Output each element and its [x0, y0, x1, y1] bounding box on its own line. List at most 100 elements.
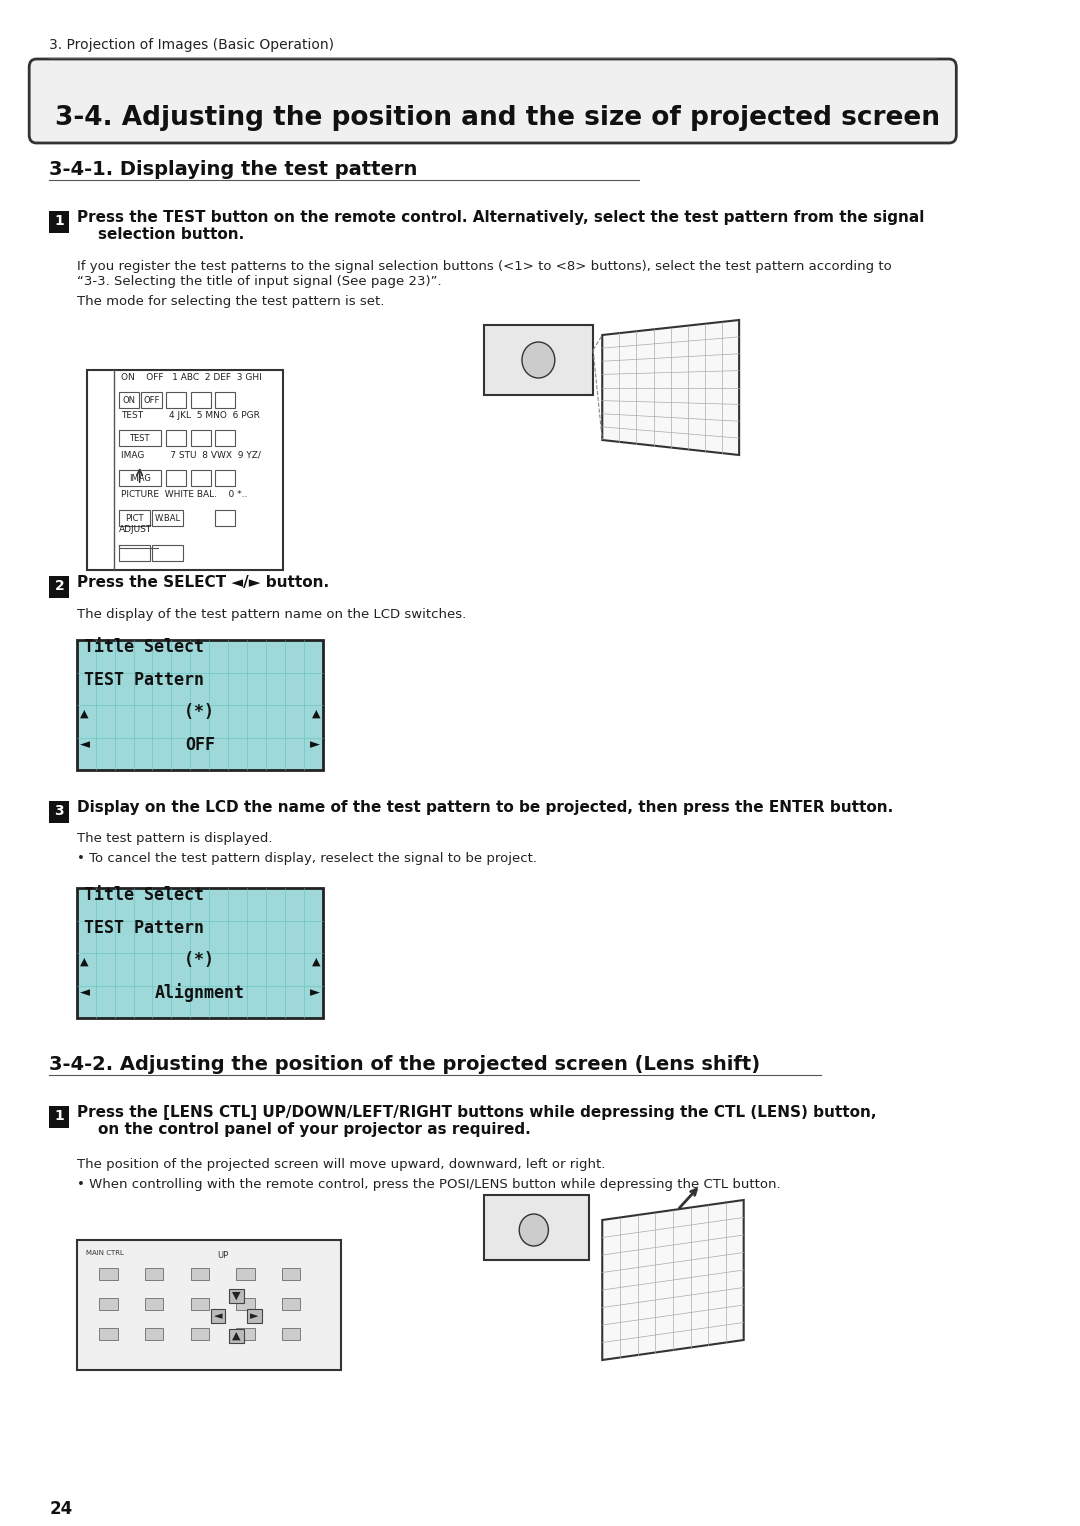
- Bar: [215, 392, 235, 407]
- Text: ON: ON: [122, 395, 135, 404]
- Text: 3. Projection of Images (Basic Operation): 3. Projection of Images (Basic Operation…: [50, 38, 335, 52]
- Text: 1: 1: [54, 214, 64, 227]
- Text: 2: 2: [54, 578, 64, 594]
- Bar: [119, 392, 138, 407]
- Text: 3-4-2. Adjusting the position of the projected screen (Lens shift): 3-4-2. Adjusting the position of the pro…: [50, 1054, 760, 1074]
- Bar: [50, 1106, 69, 1128]
- Text: W.BAL: W.BAL: [154, 514, 181, 522]
- Text: (*): (*): [84, 951, 214, 969]
- Text: Alignment: Alignment: [154, 983, 245, 1001]
- Bar: [119, 510, 150, 526]
- Text: ◄: ◄: [80, 736, 91, 754]
- Bar: [191, 1299, 208, 1309]
- Text: If you register the test patterns to the signal selection buttons (<1> to <8> bu: If you register the test patterns to the…: [77, 259, 891, 288]
- Text: ►: ►: [310, 736, 321, 754]
- Bar: [152, 545, 184, 562]
- Bar: [77, 639, 323, 771]
- Text: The mode for selecting the test pattern is set.: The mode for selecting the test pattern …: [77, 295, 384, 308]
- Bar: [211, 1309, 226, 1323]
- Bar: [145, 1299, 163, 1309]
- Bar: [282, 1268, 300, 1280]
- Bar: [237, 1299, 255, 1309]
- Text: ▲: ▲: [312, 957, 321, 967]
- Bar: [484, 325, 593, 395]
- Text: 24: 24: [50, 1500, 72, 1518]
- Bar: [77, 888, 323, 1018]
- Text: ADJUST: ADJUST: [119, 525, 152, 534]
- Bar: [237, 1328, 255, 1340]
- Polygon shape: [603, 320, 739, 455]
- Bar: [282, 1328, 300, 1340]
- Text: (*): (*): [84, 703, 214, 720]
- Text: Press the [LENS CTL] UP/DOWN/LEFT/RIGHT buttons while depressing the CTL (LENS) : Press the [LENS CTL] UP/DOWN/LEFT/RIGHT …: [77, 1105, 876, 1137]
- Text: Title Select: Title Select: [84, 638, 204, 656]
- Bar: [99, 1299, 118, 1309]
- Bar: [86, 369, 283, 571]
- Bar: [282, 1299, 300, 1309]
- Text: ▲: ▲: [312, 710, 321, 719]
- Bar: [99, 1268, 118, 1280]
- Text: ►: ►: [310, 983, 321, 1001]
- Text: • When controlling with the remote control, press the POSI/LENS button while dep: • When controlling with the remote contr…: [77, 1178, 780, 1190]
- Bar: [229, 1289, 244, 1303]
- Bar: [215, 430, 235, 446]
- Bar: [166, 470, 186, 485]
- Bar: [119, 430, 161, 446]
- Text: 3-4. Adjusting the position and the size of projected screen: 3-4. Adjusting the position and the size…: [55, 105, 940, 131]
- Text: TEST Pattern: TEST Pattern: [84, 919, 204, 937]
- Text: PICTURE  WHITE BAL.    0 *..: PICTURE WHITE BAL. 0 *..: [121, 490, 247, 499]
- Text: MAIN CTRL: MAIN CTRL: [85, 1250, 123, 1256]
- Bar: [145, 1268, 163, 1280]
- Text: TEST: TEST: [130, 433, 150, 443]
- Circle shape: [522, 342, 555, 378]
- Text: 3: 3: [54, 804, 64, 818]
- Text: ▲: ▲: [80, 710, 89, 719]
- Text: UP: UP: [217, 1251, 228, 1260]
- Text: Title Select: Title Select: [84, 887, 204, 903]
- Text: The display of the test pattern name on the LCD switches.: The display of the test pattern name on …: [77, 607, 465, 621]
- Circle shape: [519, 1215, 549, 1247]
- Bar: [229, 1329, 244, 1343]
- Bar: [166, 430, 186, 446]
- Bar: [191, 392, 211, 407]
- Text: OFF: OFF: [185, 736, 215, 754]
- Text: ON    OFF   1 ABC  2 DEF  3 GHI: ON OFF 1 ABC 2 DEF 3 GHI: [121, 372, 262, 382]
- Text: • To cancel the test pattern display, reselect the signal to be project.: • To cancel the test pattern display, re…: [77, 852, 537, 865]
- Text: 1: 1: [54, 1109, 64, 1123]
- Text: The test pattern is displayed.: The test pattern is displayed.: [77, 832, 272, 845]
- Bar: [166, 392, 186, 407]
- Text: Press the SELECT ◄/► button.: Press the SELECT ◄/► button.: [77, 575, 328, 591]
- FancyBboxPatch shape: [29, 60, 956, 143]
- Bar: [191, 430, 211, 446]
- Bar: [50, 801, 69, 823]
- Text: ▲: ▲: [232, 1331, 241, 1341]
- Bar: [141, 392, 162, 407]
- Bar: [145, 1328, 163, 1340]
- Text: ◄: ◄: [80, 983, 91, 1001]
- Text: ▼: ▼: [232, 1291, 241, 1302]
- Text: ◄: ◄: [214, 1311, 222, 1322]
- Bar: [119, 545, 150, 562]
- Text: TEST Pattern: TEST Pattern: [84, 670, 204, 688]
- Bar: [50, 575, 69, 598]
- Text: Press the TEST button on the remote control. Alternatively, select the test patt: Press the TEST button on the remote cont…: [77, 211, 924, 243]
- Text: Display on the LCD the name of the test pattern to be projected, then press the : Display on the LCD the name of the test …: [77, 800, 893, 815]
- Bar: [191, 1268, 208, 1280]
- Bar: [191, 470, 211, 485]
- Text: IMAG         7 STU  8 VWX  9 YZ/: IMAG 7 STU 8 VWX 9 YZ/: [121, 450, 261, 459]
- Bar: [152, 510, 184, 526]
- Bar: [191, 1328, 208, 1340]
- Text: OFF: OFF: [144, 395, 160, 404]
- Bar: [484, 1195, 589, 1260]
- Bar: [99, 1328, 118, 1340]
- Bar: [215, 470, 235, 485]
- Text: 3-4-1. Displaying the test pattern: 3-4-1. Displaying the test pattern: [50, 160, 418, 179]
- Text: The position of the projected screen will move upward, downward, left or right.: The position of the projected screen wil…: [77, 1158, 605, 1170]
- Bar: [50, 211, 69, 233]
- Polygon shape: [603, 1199, 744, 1360]
- Bar: [247, 1309, 261, 1323]
- Text: PICT: PICT: [125, 514, 144, 522]
- Text: ►: ►: [251, 1311, 259, 1322]
- Bar: [77, 1241, 341, 1370]
- Bar: [119, 470, 161, 485]
